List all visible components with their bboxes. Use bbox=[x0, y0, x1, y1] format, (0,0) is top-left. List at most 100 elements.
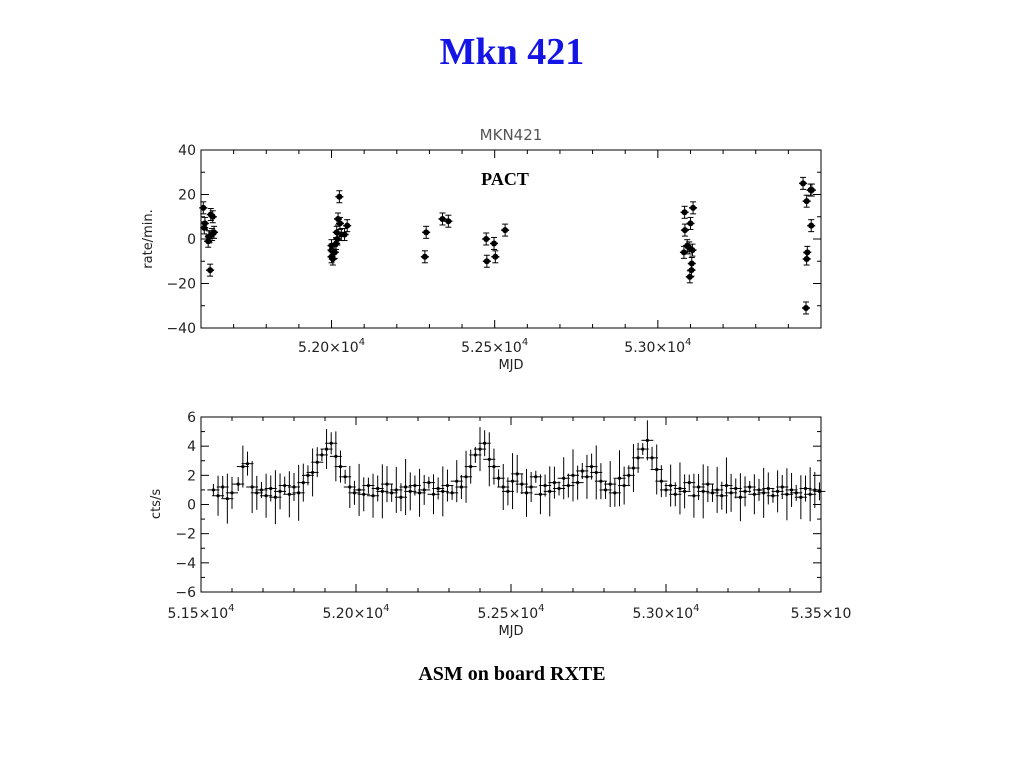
data-point bbox=[330, 245, 339, 259]
data-point bbox=[802, 194, 811, 208]
data-point bbox=[478, 430, 491, 457]
data-point bbox=[482, 232, 491, 246]
y-tick-label: 2 bbox=[187, 468, 196, 484]
data-point bbox=[801, 301, 810, 315]
data-point bbox=[482, 254, 491, 268]
x-tick-label: 5.20×104 bbox=[322, 603, 389, 622]
marker bbox=[394, 488, 398, 492]
data-point bbox=[715, 481, 728, 510]
marker bbox=[211, 488, 215, 492]
data-point bbox=[543, 466, 556, 517]
marker bbox=[337, 220, 344, 227]
data-point bbox=[206, 263, 215, 277]
marker bbox=[478, 447, 482, 451]
data-point bbox=[204, 230, 213, 244]
marker bbox=[343, 475, 347, 479]
y-axis-label: rate/min. bbox=[141, 209, 156, 268]
plot-frame bbox=[200, 416, 822, 593]
marker bbox=[710, 491, 715, 495]
data-point bbox=[208, 228, 217, 242]
data-point bbox=[297, 463, 310, 502]
marker bbox=[748, 485, 752, 489]
x-tick-label: 5.20×104 bbox=[298, 337, 365, 356]
x-tick-label: 5.30×104 bbox=[632, 603, 699, 622]
marker bbox=[757, 488, 761, 492]
marker bbox=[445, 483, 450, 488]
marker bbox=[576, 481, 580, 485]
data-point bbox=[306, 448, 319, 497]
data-point bbox=[226, 476, 238, 509]
marker bbox=[506, 489, 510, 493]
marker bbox=[230, 491, 234, 495]
data-point bbox=[483, 432, 496, 487]
marker bbox=[548, 489, 552, 493]
data-point bbox=[311, 447, 324, 478]
marker bbox=[483, 236, 490, 242]
data-point bbox=[804, 467, 817, 522]
marker bbox=[225, 497, 229, 501]
marker bbox=[436, 486, 440, 491]
marker bbox=[341, 231, 348, 238]
marker bbox=[562, 476, 566, 480]
data-point bbox=[780, 468, 793, 521]
data-point bbox=[664, 464, 677, 507]
marker bbox=[690, 204, 697, 211]
data-point bbox=[739, 476, 752, 507]
data-point bbox=[590, 445, 603, 500]
y-axis-label: cts/s bbox=[149, 489, 164, 519]
data-point bbox=[548, 466, 561, 499]
marker bbox=[729, 491, 733, 495]
marker bbox=[659, 479, 663, 483]
marker bbox=[681, 227, 688, 234]
marker bbox=[320, 453, 324, 457]
data-point bbox=[683, 474, 696, 491]
marker bbox=[338, 464, 343, 469]
marker bbox=[692, 494, 696, 498]
data-point bbox=[771, 470, 784, 513]
data-point bbox=[689, 201, 698, 215]
marker bbox=[207, 267, 214, 274]
data-point bbox=[776, 475, 789, 499]
y-tick-label: 20 bbox=[178, 188, 196, 204]
data-point bbox=[250, 475, 263, 510]
marker bbox=[297, 491, 301, 495]
y-tick-label: −2 bbox=[175, 527, 196, 543]
data-points bbox=[207, 420, 826, 525]
data-point bbox=[803, 245, 812, 259]
slide-title: Mkn 421 bbox=[439, 31, 585, 73]
y-tick-label: 0 bbox=[187, 498, 196, 514]
data-point bbox=[553, 481, 566, 496]
y-tick-label: −40 bbox=[166, 321, 196, 337]
data-point bbox=[799, 176, 808, 190]
marker bbox=[333, 240, 340, 247]
x-axis: 5.20×104 5.25×104 5.30×104 bbox=[200, 150, 822, 356]
marker bbox=[221, 485, 225, 489]
marker bbox=[311, 470, 315, 475]
marker bbox=[334, 454, 338, 458]
x-tick-label: 5.25×104 bbox=[461, 337, 528, 356]
data-point bbox=[701, 466, 714, 503]
marker bbox=[483, 258, 490, 265]
data-point bbox=[376, 464, 389, 519]
data-point bbox=[604, 461, 617, 508]
data-point bbox=[292, 464, 305, 521]
data-point bbox=[753, 478, 765, 501]
marker bbox=[785, 492, 789, 496]
marker bbox=[771, 494, 775, 498]
marker bbox=[469, 464, 473, 469]
marker bbox=[590, 464, 594, 469]
data-point bbox=[371, 475, 384, 502]
pact-annotation: PACT bbox=[481, 169, 529, 189]
marker bbox=[264, 494, 268, 498]
marker bbox=[439, 215, 446, 222]
y-tick-label: 0 bbox=[187, 232, 196, 248]
marker bbox=[780, 485, 784, 489]
marker bbox=[344, 222, 351, 229]
marker bbox=[776, 489, 780, 493]
marker bbox=[445, 218, 452, 225]
data-point bbox=[269, 470, 282, 525]
data-point bbox=[212, 475, 225, 516]
marker bbox=[689, 247, 696, 254]
data-point bbox=[385, 483, 398, 502]
